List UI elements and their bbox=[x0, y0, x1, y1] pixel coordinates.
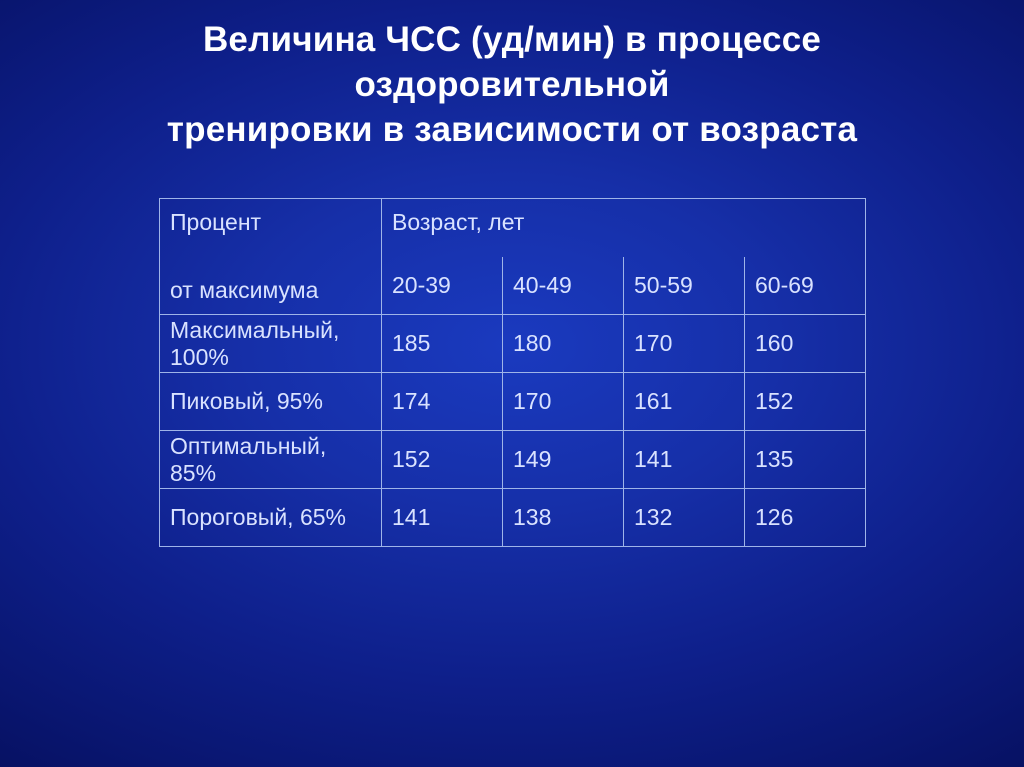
slide: Величина ЧСС (уд/мин) в процессе оздоров… bbox=[0, 0, 1024, 767]
cell: 185 bbox=[382, 315, 503, 373]
cell: 149 bbox=[503, 431, 624, 489]
cell: 126 bbox=[745, 489, 866, 547]
corner-label-top: Процент bbox=[160, 199, 382, 257]
hr-table-container: Процент Возраст, лет от максимума 20-39 … bbox=[159, 198, 865, 547]
cell: 180 bbox=[503, 315, 624, 373]
slide-title: Величина ЧСС (уд/мин) в процессе оздоров… bbox=[0, 18, 1024, 152]
cell: 161 bbox=[624, 373, 745, 431]
cell: 170 bbox=[503, 373, 624, 431]
table-header-row-2: от максимума 20-39 40-49 50-59 60-69 bbox=[160, 257, 866, 315]
cell: 152 bbox=[382, 431, 503, 489]
table-row: Пороговый, 65% 141 138 132 126 bbox=[160, 489, 866, 547]
table-row: Оптимальный, 85% 152 149 141 135 bbox=[160, 431, 866, 489]
row-label: Оптимальный, 85% bbox=[160, 431, 382, 489]
corner-label-bottom: от максимума bbox=[160, 257, 382, 315]
cell: 141 bbox=[624, 431, 745, 489]
age-range-3: 60-69 bbox=[745, 257, 866, 315]
title-line-2: оздоровительной bbox=[354, 65, 669, 104]
cell: 138 bbox=[503, 489, 624, 547]
cell: 141 bbox=[382, 489, 503, 547]
age-range-0: 20-39 bbox=[382, 257, 503, 315]
title-line-3: тренировки в зависимости от возраста bbox=[167, 110, 857, 149]
cell: 170 bbox=[624, 315, 745, 373]
age-header: Возраст, лет bbox=[382, 199, 866, 257]
title-line-1: Величина ЧСС (уд/мин) в процессе bbox=[203, 20, 821, 59]
cell: 135 bbox=[745, 431, 866, 489]
row-label: Пиковый, 95% bbox=[160, 373, 382, 431]
row-label: Максимальный, 100% bbox=[160, 315, 382, 373]
hr-table: Процент Возраст, лет от максимума 20-39 … bbox=[159, 198, 866, 547]
cell: 160 bbox=[745, 315, 866, 373]
cell: 152 bbox=[745, 373, 866, 431]
table-header-row-1: Процент Возраст, лет bbox=[160, 199, 866, 257]
cell: 132 bbox=[624, 489, 745, 547]
table-row: Максимальный, 100% 185 180 170 160 bbox=[160, 315, 866, 373]
cell: 174 bbox=[382, 373, 503, 431]
age-range-1: 40-49 bbox=[503, 257, 624, 315]
age-range-2: 50-59 bbox=[624, 257, 745, 315]
row-label: Пороговый, 65% bbox=[160, 489, 382, 547]
table-row: Пиковый, 95% 174 170 161 152 bbox=[160, 373, 866, 431]
